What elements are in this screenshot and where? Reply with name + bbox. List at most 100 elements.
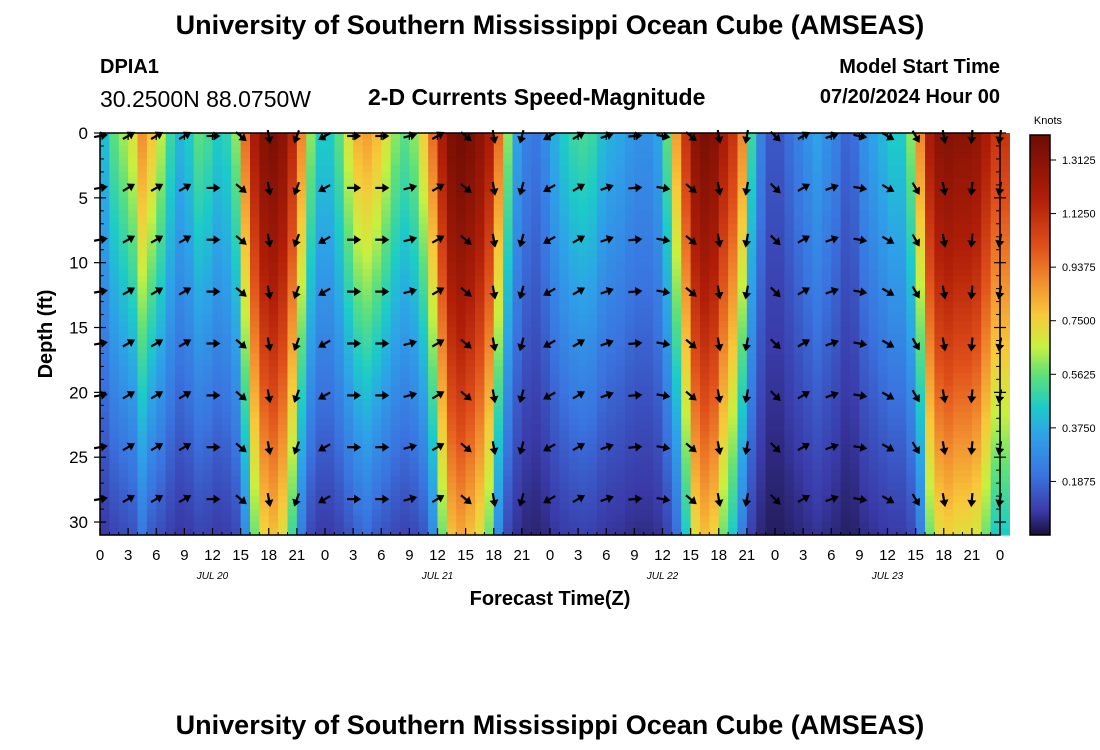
heat-cell [671, 133, 682, 141]
heat-cell [165, 191, 176, 199]
heat-cell [756, 321, 767, 329]
heat-cell [484, 230, 495, 238]
heat-cell [287, 522, 298, 530]
heat-cell [812, 262, 823, 270]
heat-cell [578, 405, 589, 413]
heat-cell [193, 411, 204, 419]
heat-cell [259, 210, 270, 218]
heat-cell [371, 152, 382, 160]
heat-cell [559, 236, 570, 244]
heat-cell [390, 139, 401, 147]
heat-cell [718, 288, 729, 296]
heat-cell [278, 483, 289, 491]
heat-cell [250, 145, 260, 154]
heat-cell [840, 204, 851, 212]
heat-cell [625, 223, 635, 231]
heat-cell [493, 515, 504, 523]
heat-cell [100, 463, 110, 471]
heat-cell [146, 398, 157, 406]
heat-cell [793, 392, 804, 400]
heat-cell [821, 178, 832, 186]
heat-cell [156, 353, 167, 361]
heat-cell [465, 483, 476, 491]
heat-cell [118, 424, 129, 432]
heat-cell [175, 301, 185, 309]
heat-cell [118, 158, 129, 167]
heat-cell [175, 256, 185, 264]
heat-cell [803, 314, 814, 322]
heat-cell [109, 301, 120, 309]
heat-cell [606, 489, 617, 497]
heat-cell [287, 457, 298, 465]
heat-cell [709, 133, 720, 141]
heat-cell [803, 133, 814, 141]
heat-cell [156, 372, 167, 380]
heat-cell [718, 398, 729, 406]
heat-cell [671, 223, 682, 231]
heat-cell [428, 463, 439, 471]
heat-cell [221, 411, 232, 419]
heat-cell [306, 340, 317, 348]
heat-cell [306, 385, 317, 393]
heat-cell [100, 431, 110, 439]
heat-cell [334, 457, 345, 465]
heat-cell [231, 457, 242, 465]
heat-cell [165, 522, 176, 530]
heat-cell [784, 509, 795, 517]
heat-cell [803, 269, 814, 277]
heat-cell [437, 223, 448, 231]
heat-cell [428, 256, 439, 264]
heat-cell [550, 236, 560, 244]
heat-cell [634, 282, 645, 290]
heat-cell [418, 470, 429, 478]
heat-cell [746, 372, 757, 380]
heat-cell [446, 528, 457, 536]
heat-cell [578, 444, 589, 452]
heat-cell [728, 230, 739, 238]
heat-cell [137, 496, 148, 504]
heat-cell [662, 528, 673, 536]
heat-cell [718, 243, 729, 251]
heat-cell [756, 256, 767, 264]
heat-cell [306, 411, 317, 419]
heat-cell [615, 295, 626, 303]
heat-cell [503, 152, 514, 160]
heat-cell [371, 314, 382, 322]
heat-cell [287, 321, 298, 329]
heat-cell [493, 470, 504, 478]
heat-cell [634, 437, 645, 445]
heat-cell [268, 236, 279, 244]
heat-cell [493, 437, 504, 445]
heat-cell [381, 411, 392, 419]
heat-cell [587, 437, 598, 445]
heat-cell [615, 197, 626, 205]
heat-cell [296, 269, 307, 277]
heat-cell [137, 256, 148, 264]
heat-cell [746, 275, 757, 283]
heat-cell [287, 444, 298, 452]
heat-cell [381, 191, 392, 199]
heat-cell [568, 210, 579, 218]
heat-cell [334, 385, 345, 393]
heat-cell [587, 528, 598, 536]
heat-cell [259, 470, 270, 478]
heat-cell [325, 418, 335, 426]
heat-cell [165, 262, 176, 270]
heat-cell [484, 502, 495, 510]
heat-cell [118, 230, 129, 238]
heat-cell [475, 424, 485, 432]
heat-cell [587, 152, 598, 160]
heat-cell [240, 249, 251, 257]
heat-cell [484, 509, 495, 517]
heat-cell [184, 483, 195, 491]
heat-cell [596, 385, 607, 393]
heat-cell [634, 275, 645, 283]
heat-cell [156, 522, 167, 530]
heat-cell [643, 282, 654, 290]
heat-cell [775, 210, 785, 218]
heat-cell [381, 269, 392, 277]
heat-cell [662, 145, 673, 154]
heat-cell [812, 353, 823, 361]
heat-cell [100, 321, 110, 329]
heat-cell [578, 437, 589, 445]
